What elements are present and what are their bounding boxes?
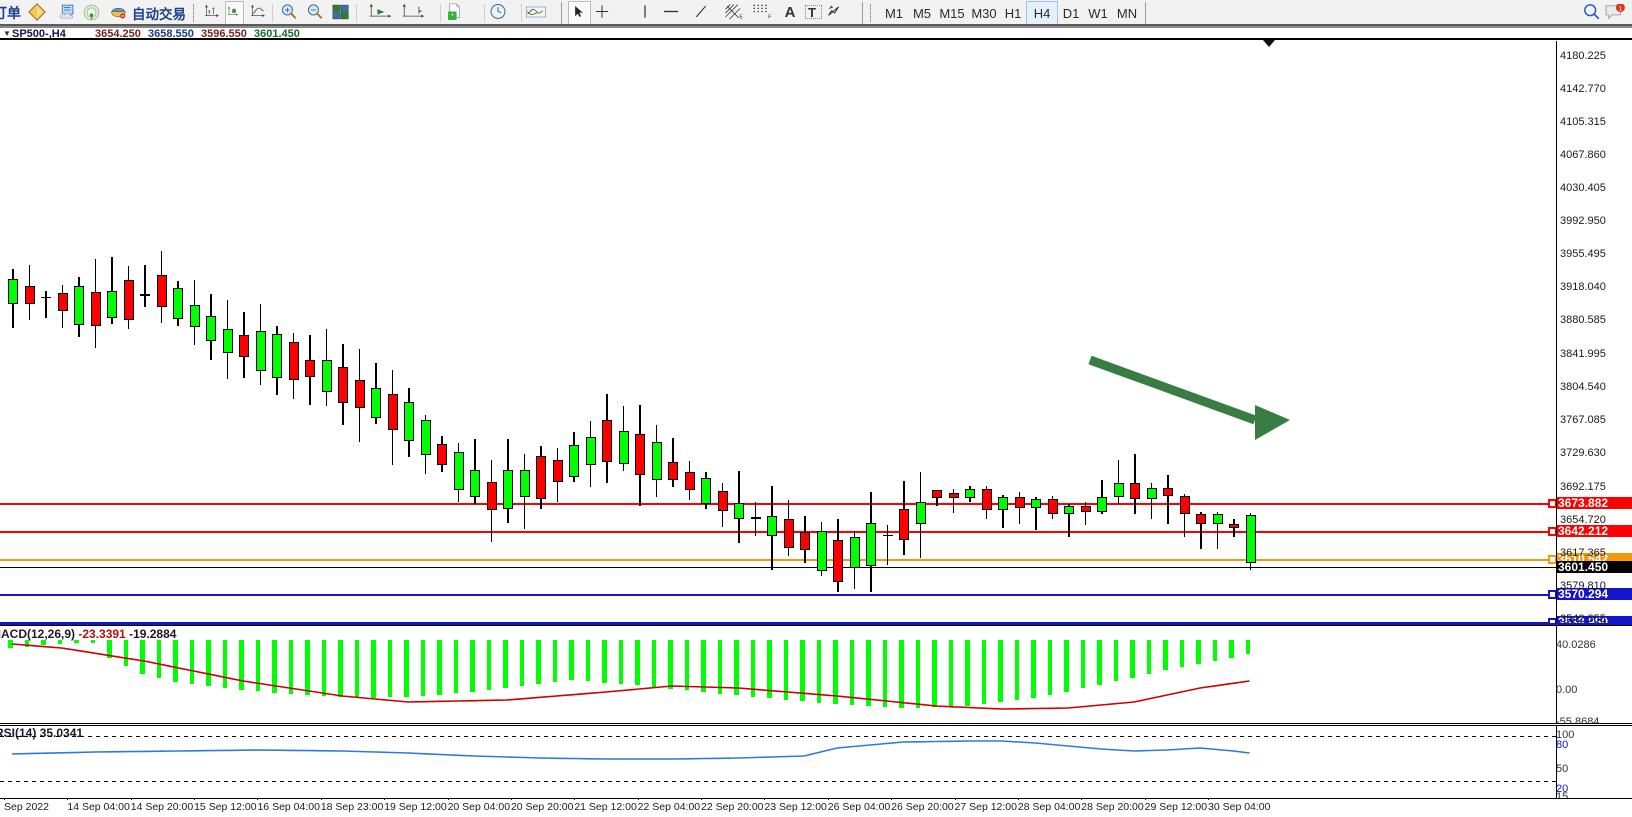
svg-text:E: E xyxy=(739,14,743,20)
svg-text:F: F xyxy=(768,14,772,20)
svg-text:1: 1 xyxy=(1619,6,1623,13)
